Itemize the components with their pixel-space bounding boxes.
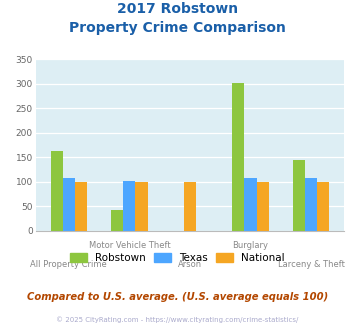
Text: Property Crime Comparison: Property Crime Comparison [69,21,286,35]
Text: Motor Vehicle Theft: Motor Vehicle Theft [88,241,170,250]
Bar [293,160,305,231]
Bar [305,178,317,231]
Text: Larceny & Theft: Larceny & Theft [278,260,344,269]
Bar [317,182,329,231]
Legend: Robstown, Texas, National: Robstown, Texas, National [66,248,289,267]
Text: © 2025 CityRating.com - https://www.cityrating.com/crime-statistics/: © 2025 CityRating.com - https://www.city… [56,317,299,323]
Text: Arson: Arson [178,260,202,269]
Bar [135,182,148,231]
Text: 2017 Robstown: 2017 Robstown [117,2,238,16]
Text: Compared to U.S. average. (U.S. average equals 100): Compared to U.S. average. (U.S. average … [27,292,328,302]
Bar [75,182,87,231]
Bar [111,210,123,231]
Text: All Property Crime: All Property Crime [31,260,107,269]
Bar [123,181,135,231]
Bar [63,178,75,231]
Bar [184,182,196,231]
Bar [257,182,269,231]
Bar [245,178,257,231]
Bar [51,151,63,231]
Bar [232,83,245,231]
Text: Burglary: Burglary [233,241,268,250]
